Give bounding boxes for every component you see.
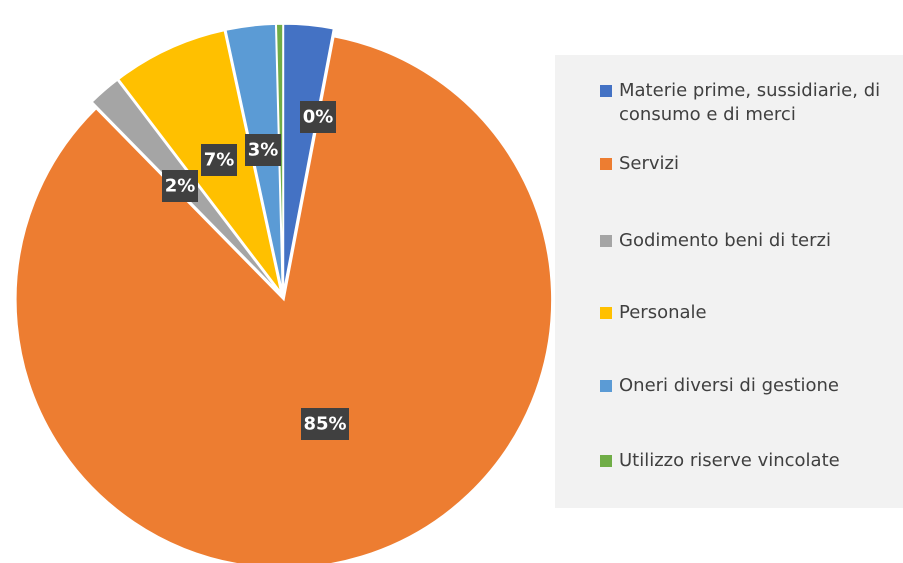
legend-item: Oneri diversi di gestione (600, 374, 900, 398)
data-label: 85% (303, 414, 346, 435)
data-label: 2% (165, 176, 196, 197)
data-label-box (162, 170, 198, 202)
legend-swatch (600, 380, 612, 392)
legend-label: Materie prime, sussidiarie, di consumo e… (619, 80, 881, 125)
data-label-box (301, 408, 349, 440)
legend-label: Oneri diversi di gestione (619, 375, 840, 396)
data-label-box (245, 134, 281, 166)
data-label-box (300, 101, 336, 133)
legend-item: Servizi (600, 152, 900, 176)
legend-swatch (600, 307, 612, 319)
legend-swatch (600, 235, 612, 247)
legend-item: Personale (600, 301, 900, 325)
data-label-box (201, 144, 237, 176)
legend-swatch (600, 158, 612, 170)
legend-item: Utilizzo riserve vincolate (600, 449, 900, 473)
legend-label: Servizi (619, 153, 680, 174)
legend-item: Godimento beni di terzi (600, 229, 900, 253)
legend-swatch (600, 85, 612, 97)
data-label: 3% (248, 140, 279, 161)
legend-label: Personale (619, 302, 707, 323)
legend-label: Utilizzo riserve vincolate (619, 450, 840, 471)
legend: Materie prime, sussidiarie, di consumo e… (555, 55, 903, 508)
legend-item: Materie prime, sussidiarie, di consumo e… (600, 79, 900, 127)
pie-slice (15, 35, 553, 563)
pie-slice (117, 29, 282, 293)
pie: 85% 2% 7% 3% 0% (15, 23, 553, 563)
legend-label: Godimento beni di terzi (619, 230, 831, 251)
legend-swatch (600, 455, 612, 467)
data-label: 0% (303, 107, 334, 128)
data-label: 7% (204, 150, 235, 171)
